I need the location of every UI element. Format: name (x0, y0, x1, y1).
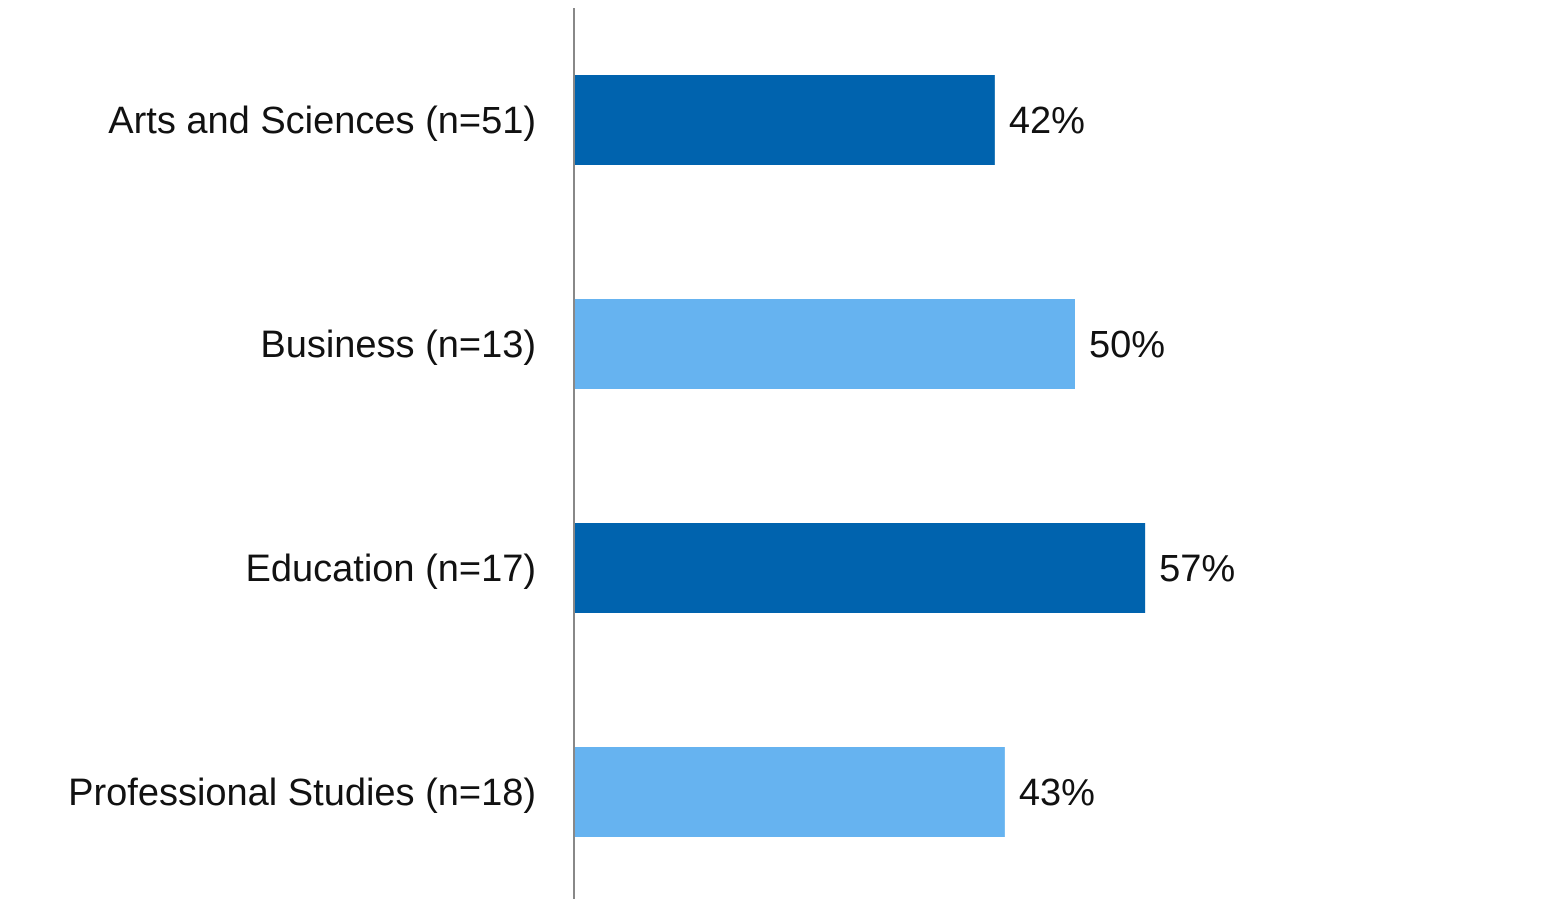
bar-2 (574, 523, 1146, 613)
bar-1 (574, 299, 1075, 389)
bars-layer (574, 75, 1146, 837)
value-label-3: 43% (1019, 772, 1095, 814)
value-label-0: 42% (1009, 100, 1085, 142)
bar-0 (574, 75, 995, 165)
value-label-1: 50% (1089, 324, 1165, 366)
category-label-3: Professional Studies (n=18) (68, 772, 536, 814)
value-label-2: 57% (1159, 548, 1235, 590)
category-label-0: Arts and Sciences (n=51) (108, 100, 536, 142)
labels-layer: Arts and Sciences (n=51) 42% Business (n=1… (68, 100, 1235, 814)
category-label-2: Education (n=17) (246, 548, 536, 590)
category-label-1: Business (n=13) (260, 324, 536, 366)
bar-3 (574, 747, 1005, 837)
